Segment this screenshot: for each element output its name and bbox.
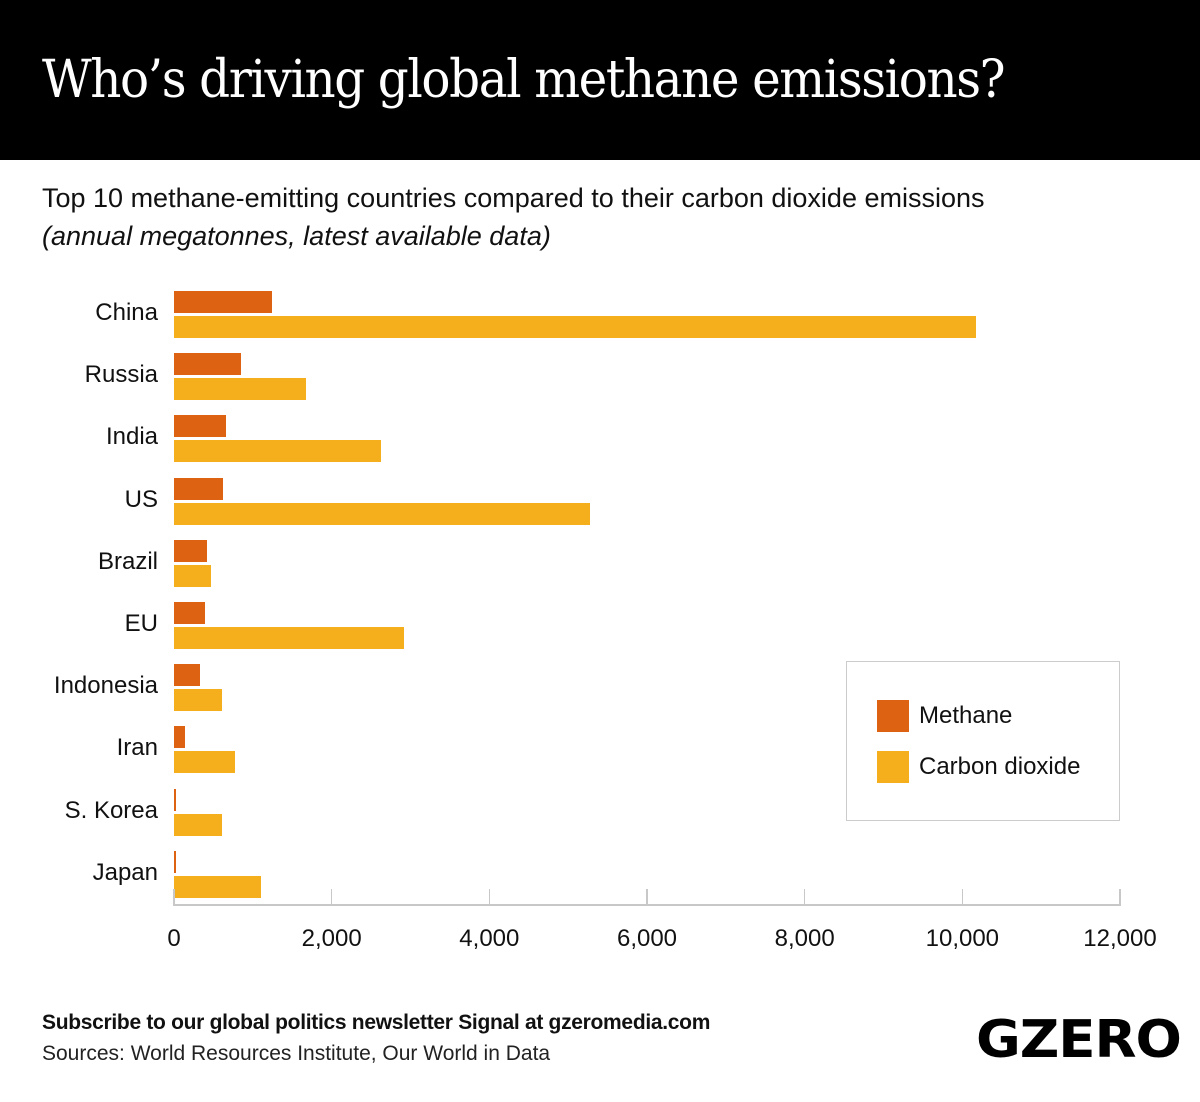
x-axis-tick xyxy=(803,889,806,905)
carbon-dioxide-bar xyxy=(174,875,261,898)
methane-bar xyxy=(174,726,186,749)
category-label: India xyxy=(105,423,158,451)
category-label: Brazil xyxy=(97,547,158,575)
methane-bar xyxy=(174,353,241,376)
x-axis-tick-label: 6,000 xyxy=(616,925,678,952)
x-axis-tick-label: 12,000 xyxy=(1083,925,1157,952)
chart-title: Who’s driving global methane emissions? xyxy=(42,50,1006,110)
x-axis-tick xyxy=(1119,889,1121,905)
category-label: Russia xyxy=(84,361,158,389)
x-axis-tick-label: 4,000 xyxy=(459,925,520,952)
chart-units-note: (annual megatonnes, latest available dat… xyxy=(42,221,551,251)
carbon-dioxide-bar xyxy=(174,316,977,338)
x-axis-tick-label: 0 xyxy=(167,925,181,952)
x-axis-line xyxy=(173,904,1121,906)
x-axis-tick xyxy=(961,889,964,905)
sources-text: Sources: World Resources Institute, Our … xyxy=(42,1042,551,1065)
x-axis-tick xyxy=(173,889,175,905)
methane-bar xyxy=(174,850,176,873)
category-label: Japan xyxy=(92,858,158,886)
x-axis-tick xyxy=(488,889,491,905)
newsletter-subscribe-text: Subscribe to our global politics newslet… xyxy=(42,1011,711,1034)
category-label: S. Korea xyxy=(64,796,158,824)
bar-chart-plot: China Russia India US Brazil EU Indonesia Iran S… xyxy=(53,291,977,898)
methane-bar xyxy=(174,602,205,624)
methane-bar xyxy=(174,477,223,500)
carbon-dioxide-bar xyxy=(174,689,223,712)
legend-item-methane: Methane xyxy=(877,700,1012,732)
x-axis-tick-label: 10,000 xyxy=(925,925,1000,952)
x-axis-tick-label: 2,000 xyxy=(301,925,362,952)
x-axis-tick xyxy=(646,889,648,905)
category-label: EU xyxy=(124,610,158,637)
carbon-dioxide-bar xyxy=(174,813,223,836)
methane-bar xyxy=(174,539,207,562)
gzero-logo: GZERO xyxy=(976,1010,1182,1070)
carbon-dioxide-bar xyxy=(174,502,591,525)
category-label: US xyxy=(124,485,158,513)
category-label: China xyxy=(95,299,158,326)
carbon-dioxide-bar xyxy=(174,627,405,649)
legend-swatch-methane xyxy=(877,700,909,732)
carbon-dioxide-bar xyxy=(174,378,307,401)
carbon-dioxide-bar xyxy=(174,440,381,463)
carbon-dioxide-bar xyxy=(174,564,211,587)
legend-label-carbon-dioxide: Carbon dioxide xyxy=(919,753,1081,780)
methane-bar xyxy=(174,788,176,811)
legend-swatch-carbon-dioxide xyxy=(877,751,909,783)
chart-legend: Methane Carbon dioxide xyxy=(846,661,1120,821)
legend-item-carbon-dioxide: Carbon dioxide xyxy=(877,751,1080,783)
header-banner: Who’s driving global methane emissions? xyxy=(0,0,1200,160)
legend-label-methane: Methane xyxy=(919,702,1013,729)
carbon-dioxide-bar xyxy=(174,751,236,774)
methane-bar xyxy=(174,415,227,438)
methane-bar xyxy=(174,664,200,687)
category-label: Iran xyxy=(116,734,158,762)
chart-subtitle: Top 10 methane-emitting countries compar… xyxy=(42,183,985,213)
category-label: Indonesia xyxy=(53,672,158,700)
x-axis-tick-label: 8,000 xyxy=(774,925,835,952)
methane-bar xyxy=(174,291,272,313)
x-axis-tick xyxy=(330,889,333,905)
